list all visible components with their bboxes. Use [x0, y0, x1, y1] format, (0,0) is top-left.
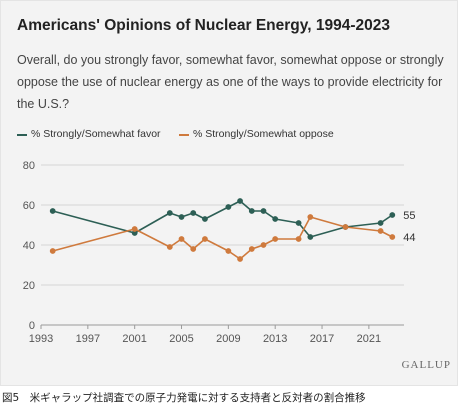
data-point-favor-2005 — [178, 214, 185, 220]
data-point-oppose-2023 — [389, 234, 396, 240]
data-point-oppose-2011 — [248, 246, 255, 252]
legend-swatch-oppose — [179, 134, 189, 136]
data-point-oppose-2004 — [166, 244, 173, 250]
label-layer: 0 20 40 60 80 1993 1997 2001 2005 2009 2013 2017 202… — [23, 160, 416, 345]
x-tick-label-2005: 2005 — [169, 333, 193, 345]
data-point-oppose-2010 — [237, 256, 243, 262]
x-tick-label-2017: 2017 — [310, 333, 334, 345]
x-tick-label-1993: 1993 — [29, 333, 53, 345]
x-tick-label-1997: 1997 — [76, 333, 100, 345]
data-point-favor-2015 — [295, 220, 302, 226]
chart-title: Americans' Opinions of Nuclear Energy, 1… — [17, 17, 390, 34]
x-tick-label-2001: 2001 — [122, 333, 146, 345]
data-point-favor-2022 — [377, 220, 384, 226]
x-tick-label-2013: 2013 — [263, 333, 287, 345]
data-point-favor-2016 — [307, 234, 314, 240]
figure-caption: 図5 米ギャラップ社調査での原子力発電に対する支持者と反対者の割合推移 — [2, 392, 366, 404]
line-chart: 0 20 40 60 80 1993 1997 2001 2005 2009 2013 2017 202… — [23, 160, 416, 345]
legend-label-favor: % Strongly/Somewhat favor — [31, 128, 161, 140]
chart-legend: % Strongly/Somewhat favor % Strongly/Som… — [17, 127, 447, 143]
x-tick-label-2009: 2009 — [216, 333, 240, 345]
data-point-favor-2010 — [237, 198, 243, 204]
y-tick-label-60: 60 — [23, 200, 35, 212]
x-tick-label-2021: 2021 — [357, 333, 381, 345]
data-point-oppose-2013 — [272, 236, 279, 242]
chart-subtitle: Overall, do you strongly favor, somewhat… — [17, 53, 444, 111]
data-point-oppose-2001 — [131, 226, 138, 232]
data-point-favor-2001 — [131, 230, 138, 236]
data-point-oppose-2006 — [190, 246, 197, 252]
data-point-favor-2023 — [389, 212, 396, 218]
gallup-logo: GALLUP — [401, 359, 451, 371]
data-point-favor-2006 — [190, 210, 197, 216]
data-point-favor-1994 — [49, 208, 56, 214]
series-line-favor — [52, 200, 393, 238]
series-layer — [49, 198, 396, 262]
y-tick-label-80: 80 — [23, 160, 35, 172]
y-tick-label-0: 0 — [29, 320, 35, 332]
y-tick-label-40: 40 — [23, 240, 35, 252]
data-point-oppose-2005 — [178, 236, 185, 242]
chart-card: Americans' Opinions of Nuclear Energy, 1… — [0, 0, 458, 386]
data-point-oppose-2012 — [260, 242, 267, 248]
data-point-favor-2007 — [202, 216, 208, 222]
end-label-favor: 55 — [403, 210, 415, 222]
data-point-favor-2009 — [225, 204, 232, 210]
legend-swatch-favor — [17, 134, 27, 136]
data-point-oppose-2016 — [307, 214, 314, 220]
series-line-oppose — [52, 216, 393, 260]
data-point-oppose-2015 — [295, 236, 302, 242]
data-point-oppose-2022 — [377, 228, 384, 234]
data-point-favor-2012 — [260, 208, 267, 214]
data-point-oppose-2019 — [342, 224, 349, 230]
data-point-favor-2004 — [166, 210, 173, 216]
data-point-favor-2011 — [248, 208, 255, 214]
end-label-oppose: 44 — [403, 232, 415, 244]
y-tick-label-20: 20 — [23, 280, 35, 292]
data-point-favor-2013 — [272, 216, 279, 222]
data-point-oppose-1994 — [49, 248, 56, 254]
legend-label-oppose: % Strongly/Somewhat oppose — [193, 128, 334, 140]
data-point-oppose-2009 — [225, 248, 232, 254]
grid-layer — [40, 164, 404, 329]
data-point-oppose-2007 — [202, 236, 208, 242]
